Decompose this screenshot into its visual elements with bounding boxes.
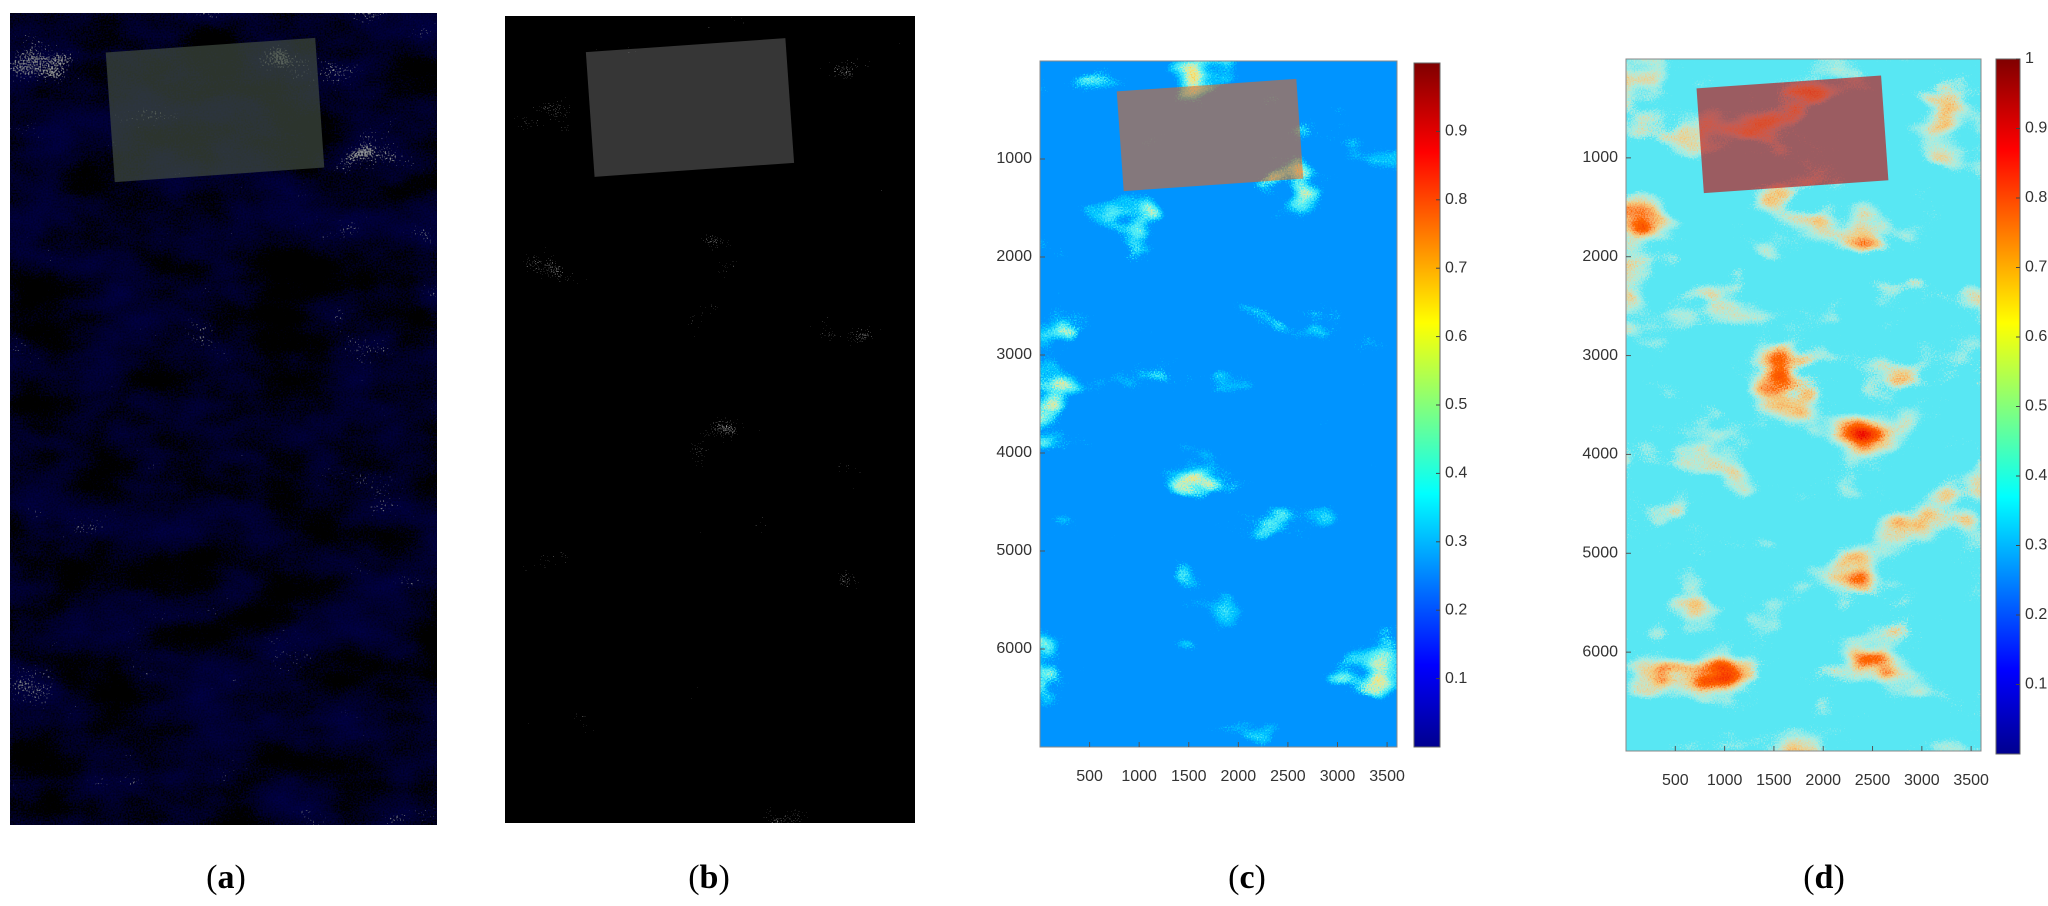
panel-label: (b) bbox=[688, 859, 730, 896]
colorbar-tick-label: 0.3 bbox=[1445, 533, 1467, 550]
colorbar-tick-label: 0.8 bbox=[2025, 189, 2047, 206]
y-tick-label: 6000 bbox=[996, 640, 1032, 657]
y-tick-label: 3000 bbox=[996, 346, 1032, 363]
sar-image bbox=[505, 16, 915, 823]
panel-label-part: ) bbox=[718, 859, 729, 896]
colorbar-tick-label: 0.2 bbox=[1445, 601, 1467, 618]
stadium-field bbox=[105, 37, 325, 183]
x-tick-label: 500 bbox=[1076, 768, 1103, 785]
x-tick-label: 1000 bbox=[1121, 768, 1157, 785]
x-tick-label: 1500 bbox=[1171, 768, 1207, 785]
x-tick-label: 2500 bbox=[1855, 772, 1891, 789]
y-tick-label: 4000 bbox=[996, 444, 1032, 461]
panel-label-part: d bbox=[1815, 859, 1834, 896]
plot-frame bbox=[1625, 58, 1982, 752]
x-tick-label: 3500 bbox=[1953, 772, 1989, 789]
y-tick-label: 3000 bbox=[1582, 347, 1618, 364]
y-tick-label: 2000 bbox=[1582, 248, 1618, 265]
colorbar-tick-label: 0.7 bbox=[1445, 259, 1467, 276]
colorbar-tick-label: 0.8 bbox=[1445, 191, 1467, 208]
colorbar-tick-label: 0.3 bbox=[2025, 537, 2047, 554]
panel-label-part: ( bbox=[1228, 859, 1239, 896]
panel-label-part: ( bbox=[688, 859, 699, 896]
colorbar-tick-label: 1 bbox=[2025, 50, 2034, 67]
x-tick-label: 2500 bbox=[1270, 768, 1306, 785]
x-tick-label: 3000 bbox=[1904, 772, 1940, 789]
panel-label: (a) bbox=[206, 859, 246, 896]
colorbar-tick-label: 0.4 bbox=[2025, 467, 2047, 484]
plot-frame bbox=[1039, 60, 1398, 748]
colorbar-tick-label: 0.9 bbox=[1445, 123, 1467, 140]
colorbar-tick-label: 0.1 bbox=[2025, 676, 2047, 693]
panel-label: (d) bbox=[1803, 859, 1845, 896]
panel-label-part: a bbox=[218, 859, 235, 896]
x-tick-label: 3500 bbox=[1369, 768, 1405, 785]
x-tick-label: 500 bbox=[1662, 772, 1689, 789]
panel-label-part: ) bbox=[235, 859, 246, 896]
colorbar-tick-label: 0.9 bbox=[2025, 120, 2047, 137]
y-tick-label: 1000 bbox=[1582, 149, 1618, 166]
stadium-field bbox=[585, 38, 795, 177]
y-tick-label: 5000 bbox=[1582, 545, 1618, 562]
colorbar-tick-label: 0.5 bbox=[2025, 398, 2047, 415]
y-tick-label: 6000 bbox=[1582, 643, 1618, 660]
panel-label-part: ) bbox=[1255, 859, 1266, 896]
x-tick-label: 3000 bbox=[1320, 768, 1356, 785]
panel-label: (c) bbox=[1228, 859, 1266, 896]
x-tick-label: 2000 bbox=[1805, 772, 1841, 789]
colorbar-tick-label: 0.2 bbox=[2025, 606, 2047, 623]
stadium-field bbox=[1696, 75, 1889, 194]
panel-label-part: c bbox=[1239, 859, 1254, 896]
x-tick-label: 1000 bbox=[1707, 772, 1743, 789]
x-tick-label: 1500 bbox=[1756, 772, 1792, 789]
x-tick-label: 2000 bbox=[1221, 768, 1257, 785]
colorbar-tick-label: 0.7 bbox=[2025, 259, 2047, 276]
colorbar-tick-label: 0.5 bbox=[1445, 396, 1467, 413]
panel-label-part: ( bbox=[206, 859, 217, 896]
y-tick-label: 2000 bbox=[996, 248, 1032, 265]
stadium-field bbox=[1116, 78, 1304, 192]
y-tick-label: 4000 bbox=[1582, 446, 1618, 463]
colorbar-tick-label: 0.4 bbox=[1445, 465, 1467, 482]
colorbar-tick-label: 0.1 bbox=[1445, 670, 1467, 687]
colorbar-tick-label: 0.6 bbox=[1445, 328, 1467, 345]
panel-label-part: ) bbox=[1833, 859, 1844, 896]
panel-label-part: b bbox=[700, 859, 719, 896]
y-tick-label: 1000 bbox=[996, 150, 1032, 167]
colorbar-tick-label: 0.6 bbox=[2025, 328, 2047, 345]
y-tick-label: 5000 bbox=[996, 542, 1032, 559]
panel-label-part: ( bbox=[1803, 859, 1814, 896]
